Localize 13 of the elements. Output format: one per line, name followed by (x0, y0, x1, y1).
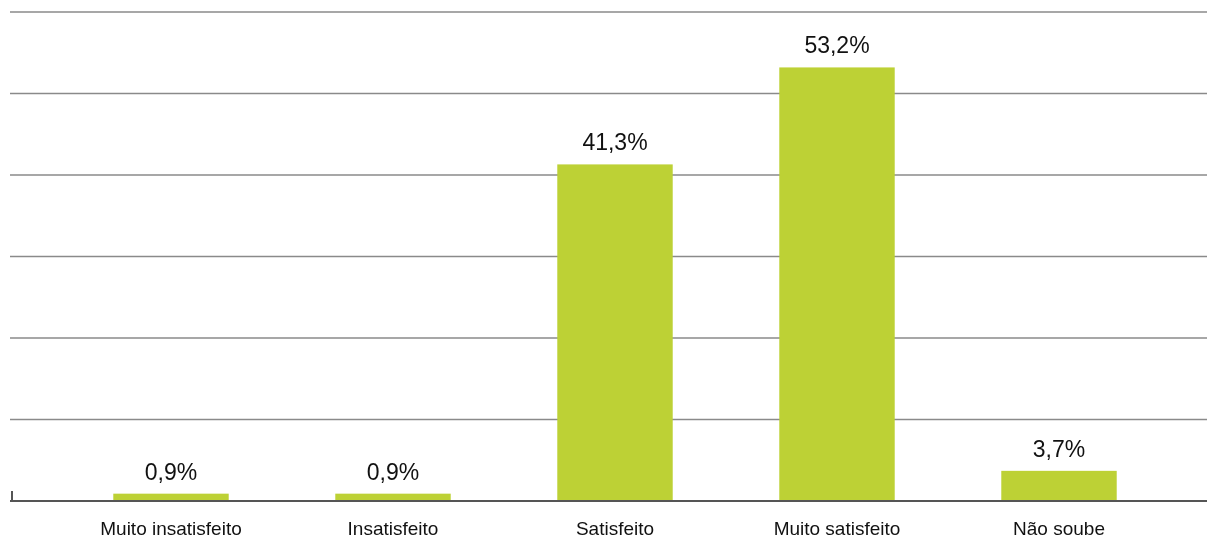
data-label: 0,9% (144, 458, 198, 485)
data-label: 41,3% (582, 129, 648, 156)
x-tick-label: Não soube (1013, 518, 1105, 538)
data-label: 3,7% (1032, 435, 1086, 462)
x-tick-label: Satisfeito (575, 518, 655, 538)
bar (1001, 470, 1117, 501)
x-tick-label: Insatisfeito (347, 518, 439, 538)
data-label: 0,9% (366, 458, 420, 485)
x-tick-label: Muito satisfeito (773, 518, 901, 538)
bar (557, 164, 673, 501)
x-tick-label: Muito insatisfeito (100, 518, 242, 538)
data-label: 53,2% (804, 32, 870, 59)
bar (779, 67, 895, 501)
